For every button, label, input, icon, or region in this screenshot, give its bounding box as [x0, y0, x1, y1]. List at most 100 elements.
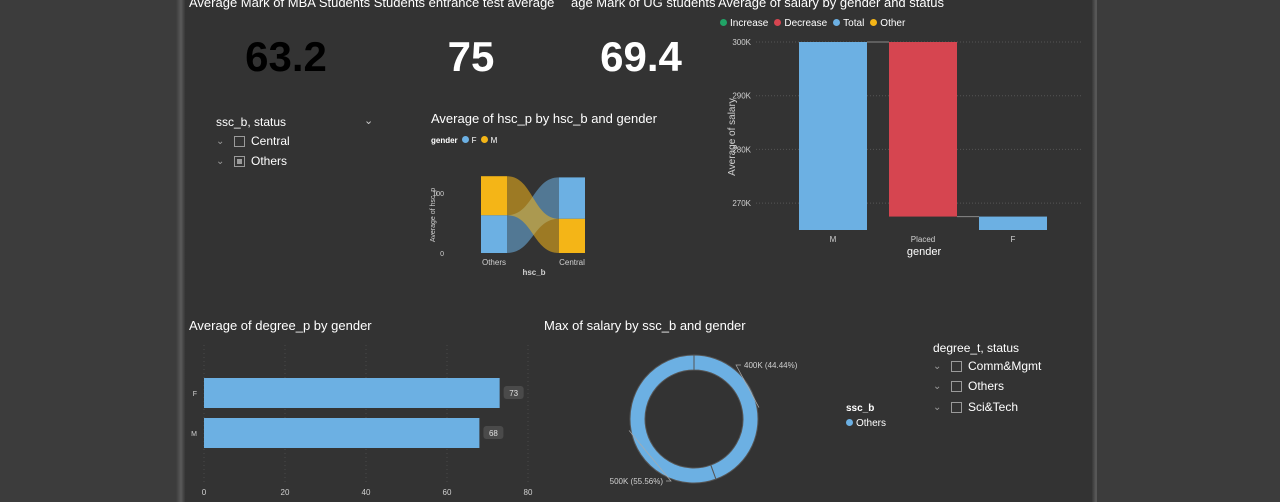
- kpi-value: 63.2: [245, 33, 327, 80]
- waterfall-bar-placed: [889, 42, 957, 217]
- y-tick-label: 300K: [732, 38, 751, 47]
- legend-item[interactable]: F: [461, 136, 477, 145]
- data-label-bg: [483, 426, 504, 439]
- data-label-bg: [503, 386, 524, 399]
- x-tick-label: 40: [362, 488, 371, 497]
- slicer-item-label: Others: [968, 379, 1005, 393]
- hbar-chart-card[interactable]: Average of degree_p by gender 0 20 40 60 80 F…: [186, 315, 541, 502]
- kpi-card-entrance[interactable]: 75: [391, 0, 551, 85]
- chevron-down-icon[interactable]: ⌄: [216, 155, 225, 167]
- checkbox[interactable]: [234, 135, 245, 147]
- y-tick-label: F: [193, 391, 197, 398]
- slicer-item-label: Sci&Tech: [968, 400, 1019, 414]
- kpi-title: Average Mark of MBA Students Students en…: [189, 0, 555, 10]
- x-axis-label: hsc_b: [522, 268, 545, 277]
- waterfall-plot: 300K 290K 280K 270K Average of salary M Placed…: [727, 38, 1081, 258]
- x-axis-label: gender: [907, 246, 942, 258]
- slicer-item-others[interactable]: ⌄ Others: [216, 154, 287, 168]
- y-axis-label: Average of hsc_p: [430, 188, 437, 242]
- checkbox[interactable]: [951, 401, 962, 413]
- donut-chart-card[interactable]: Max of salary by ssc_b and gender 400K (…: [541, 315, 891, 502]
- legend-item[interactable]: Decrease: [774, 18, 827, 29]
- checkbox-checked[interactable]: [234, 155, 245, 167]
- waterfall-chart-card[interactable]: Average of salary by gender and status I…: [711, 0, 1091, 265]
- ribbon-chart-card[interactable]: Average of hsc_p by hsc_b and gender gen…: [426, 105, 706, 285]
- legend-item[interactable]: Increase: [720, 18, 768, 29]
- kpi-value: 75: [447, 33, 495, 80]
- slicer-header: degree_t, status: [933, 341, 1020, 355]
- kpi-value: 69.4: [600, 33, 682, 80]
- chevron-down-icon[interactable]: ⌄: [933, 380, 942, 392]
- legend: Increase Decrease Total Other: [720, 18, 905, 29]
- legend-item[interactable]: Total: [833, 18, 864, 29]
- chevron-down-icon[interactable]: ⌄: [933, 360, 942, 372]
- y-tick-label: 290K: [732, 92, 751, 101]
- legend-title: gender: [431, 136, 458, 145]
- checkbox[interactable]: [951, 360, 962, 372]
- y-tick-label: 280K: [732, 145, 751, 154]
- chevron-down-icon[interactable]: ⌄: [933, 401, 942, 413]
- donut-plot: 400K (44.44%) 500K (55.56%): [610, 354, 798, 486]
- chart-title: Max of salary by ssc_b and gender: [544, 318, 746, 333]
- left-page-shadow: [176, 0, 186, 502]
- leader-line: [735, 364, 760, 408]
- legend-item[interactable]: Other: [870, 18, 905, 29]
- right-page-shadow: [1091, 0, 1101, 502]
- slicer-item-sci-tech[interactable]: ⌄ Sci&Tech: [933, 400, 1018, 414]
- bar-m: [204, 418, 480, 448]
- slicer-item-label: Others: [251, 154, 288, 168]
- x-tick-label: 60: [443, 488, 452, 497]
- legend-title: ssc_b: [846, 403, 875, 414]
- chart-title: Average of degree_p by gender: [189, 318, 372, 333]
- hbar-plot: 0 20 40 60 80 F 73 M 68: [191, 345, 533, 497]
- waterfall-bar-m: [799, 42, 867, 230]
- donut-slice: [629, 354, 717, 484]
- y-tick-label: 270K: [732, 199, 751, 208]
- waterfall-bar-f: [979, 216, 1047, 230]
- slicer-degree-status: degree_t, status ⌄ Comm&Mgmt ⌄ Others ⌄ …: [931, 338, 1081, 423]
- slicer-item-central[interactable]: ⌄ Central: [216, 134, 290, 148]
- left-margin: [0, 0, 182, 502]
- kpi-card-ug[interactable]: age Mark of UG students 69.4: [571, 0, 718, 85]
- slicer-item-others[interactable]: ⌄ Others: [933, 379, 1004, 393]
- x-tick-label: M: [830, 235, 837, 244]
- x-tick-label: Central: [559, 258, 585, 267]
- right-margin: [1097, 0, 1280, 502]
- column-segment-F: [481, 215, 507, 253]
- column-segment-M: [559, 218, 585, 253]
- x-tick-label: 20: [281, 488, 290, 497]
- legend: gender F M: [431, 136, 497, 145]
- chevron-down-icon[interactable]: ⌄: [364, 115, 374, 127]
- kpi-title: age Mark of UG students: [571, 0, 716, 10]
- bar-f: [204, 378, 500, 408]
- legend-item[interactable]: M: [480, 136, 497, 145]
- ribbon-M: [507, 176, 559, 253]
- kpi-card-mba[interactable]: Average Mark of MBA Students Students en…: [186, 0, 564, 85]
- x-tick-label: Placed: [911, 235, 935, 244]
- donut-slice: [693, 354, 759, 480]
- slicer-item-label: Comm&Mgmt: [968, 359, 1042, 373]
- y-tick-label: 100: [432, 191, 444, 198]
- column-segment-M: [481, 176, 507, 216]
- y-axis-label: Average of salary: [727, 98, 738, 176]
- chart-title: Average of hsc_p by hsc_b and gender: [431, 111, 657, 126]
- slicer-item-comm-mgmt[interactable]: ⌄ Comm&Mgmt: [933, 359, 1041, 373]
- x-tick-label: F: [1011, 235, 1016, 244]
- x-tick-label: Others: [482, 258, 506, 267]
- chart-title: Average of salary by gender and status: [718, 0, 944, 10]
- data-label: 500K (55.56%): [610, 477, 664, 486]
- x-tick-label: 80: [524, 488, 533, 497]
- chevron-down-icon[interactable]: ⌄: [216, 135, 225, 147]
- checkbox[interactable]: [951, 380, 962, 392]
- legend-item[interactable]: Others: [846, 418, 886, 429]
- x-tick-label: 0: [202, 488, 207, 497]
- y-tick-label: M: [191, 431, 197, 438]
- report-canvas: Average Mark of MBA Students Students en…: [186, 0, 1091, 502]
- leader-line: [628, 430, 672, 482]
- column-segment-F: [559, 177, 585, 219]
- y-tick-label: 0: [440, 251, 444, 258]
- data-label: 73: [509, 389, 518, 398]
- slicer-ssc-status: ssc_b, status ⌄ ⌄ Central ⌄ Others: [214, 112, 379, 182]
- data-label: 400K (44.44%): [744, 361, 798, 370]
